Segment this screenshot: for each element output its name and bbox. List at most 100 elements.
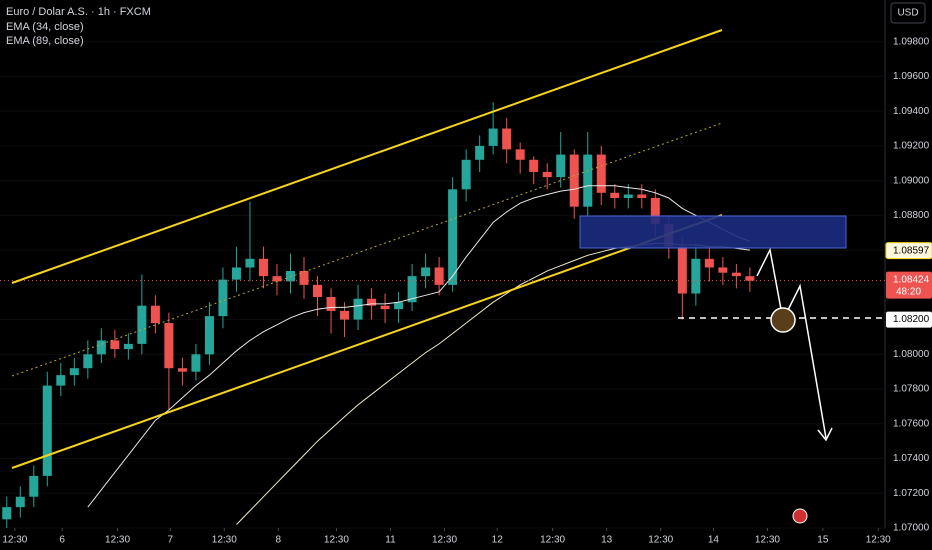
channel-lower <box>11 214 723 469</box>
x-tick-label: 12:30 <box>212 535 237 546</box>
x-tick-label: 12:30 <box>432 535 457 546</box>
y-tick-label: 1.09400 <box>893 106 930 117</box>
candle-body <box>83 354 93 369</box>
candle-body <box>745 276 755 281</box>
channel-mid <box>11 122 723 377</box>
candle-body <box>448 189 458 285</box>
candle-body <box>596 154 606 193</box>
candle-body <box>718 267 728 273</box>
candle-body <box>529 159 539 172</box>
y-tick-label: 1.07200 <box>893 488 930 499</box>
x-tick-label: 13 <box>601 535 613 546</box>
target-price-box <box>886 311 932 328</box>
arrow-head <box>817 427 833 442</box>
candle-body <box>245 258 255 268</box>
candle-body <box>677 246 687 294</box>
supply-zone <box>579 215 847 249</box>
candle-body <box>69 368 79 376</box>
candle-body <box>583 154 593 207</box>
candle-body <box>137 305 147 344</box>
last-price-label: 1.08424 <box>893 274 930 285</box>
channel-upper <box>11 29 723 284</box>
candle-body <box>502 128 512 150</box>
candle-body <box>650 198 660 225</box>
candle-body <box>380 305 390 310</box>
countdown: 48:20 <box>896 286 921 297</box>
candle-body <box>731 272 741 277</box>
candle-body <box>475 145 485 160</box>
candle-body <box>204 316 214 355</box>
currency[interactable]: USD <box>897 8 918 19</box>
y-tick-label: 1.09200 <box>893 141 930 152</box>
currency-button[interactable] <box>890 2 926 24</box>
candle-body <box>556 154 566 178</box>
last-price-box <box>886 271 932 299</box>
candle-body <box>56 375 66 386</box>
candle-body <box>340 310 350 320</box>
x-tick-label: 7 <box>167 535 173 546</box>
candle-body <box>164 323 174 369</box>
x-tick-label: 12:30 <box>648 535 673 546</box>
candle-body <box>394 302 404 310</box>
target-circle <box>770 307 796 333</box>
candle-body <box>637 194 647 198</box>
event-icon[interactable] <box>792 508 808 524</box>
candle-body <box>258 258 268 277</box>
x-tick-label: 12 <box>492 535 504 546</box>
candle-body <box>367 298 377 306</box>
candle-body <box>42 385 52 476</box>
x-tick-label: 12:30 <box>105 535 130 546</box>
candle-body <box>421 267 431 277</box>
x-tick-label: 12:30 <box>755 535 780 546</box>
y-tick-label: 1.08800 <box>893 210 930 221</box>
legend-ema89: EMA (89, close) <box>6 35 84 47</box>
y-tick-label: 1.07400 <box>893 453 930 464</box>
candle-body <box>542 171 552 178</box>
candle-body <box>407 276 417 303</box>
x-tick-label: 8 <box>276 535 282 546</box>
candle-body <box>434 267 444 285</box>
y-tick-label: 1.09800 <box>893 36 930 47</box>
candle-body <box>691 258 701 294</box>
symbol-title: Euro / Dolar A.S. · 1h · FXCM <box>6 6 151 18</box>
x-tick-label: 12:30 <box>2 535 27 546</box>
candle-body <box>704 258 714 268</box>
x-tick-label: 11 <box>385 535 396 546</box>
y-tick-label: 1.07600 <box>893 418 930 429</box>
target-price-label: 1.08200 <box>893 314 930 325</box>
x-tick-label: 12:30 <box>324 535 349 546</box>
y-tick-label: 1.07800 <box>893 384 930 395</box>
candle-body <box>299 270 309 285</box>
y-tick-label: 1.07000 <box>893 523 930 534</box>
candle-body <box>313 284 323 297</box>
candle-body <box>96 340 106 355</box>
x-tick-label: 15 <box>817 535 829 546</box>
candle-body <box>123 343 133 350</box>
x-tick-label: 12:30 <box>866 535 891 546</box>
candle-body <box>272 276 282 282</box>
candle-body <box>488 128 498 146</box>
y-tick-label: 1.09000 <box>893 175 930 186</box>
candle-body <box>569 154 579 207</box>
candle-body <box>623 194 633 198</box>
candle-body <box>231 267 241 280</box>
y-tick-label: 1.08000 <box>893 349 930 360</box>
candle-body <box>29 475 39 497</box>
candle-body <box>110 340 120 350</box>
legend-ema34: EMA (34, close) <box>6 21 84 33</box>
x-tick-label: 12:30 <box>540 535 565 546</box>
candle-body <box>515 149 525 160</box>
candle-body <box>353 298 363 320</box>
candle-body <box>326 297 336 311</box>
candle-body <box>610 192 620 198</box>
candle-body <box>177 368 187 372</box>
candle-body <box>285 270 295 282</box>
x-tick-label: 6 <box>59 535 65 546</box>
zone-price-label: 1.08597 <box>893 245 930 256</box>
y-tick-label: 1.09600 <box>893 71 930 82</box>
candle-body <box>191 354 201 372</box>
candle-body <box>461 159 471 190</box>
ema-line <box>87 185 751 508</box>
